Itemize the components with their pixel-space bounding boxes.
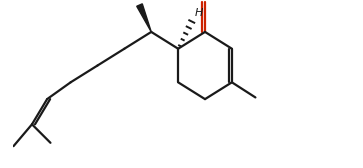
Polygon shape — [137, 4, 151, 32]
Text: H: H — [195, 8, 203, 18]
